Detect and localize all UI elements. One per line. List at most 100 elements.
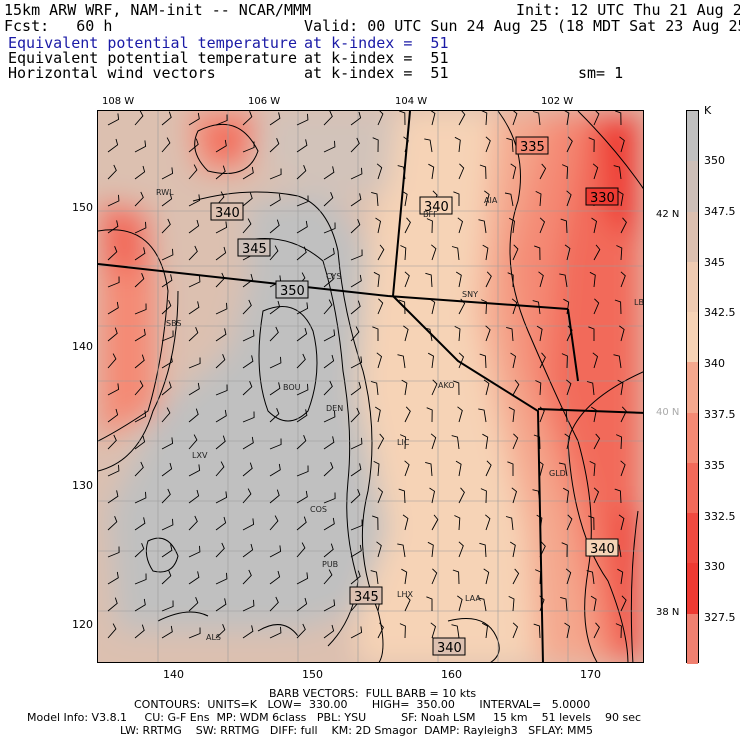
wind-barb [242,518,255,531]
wind-barb [533,623,541,639]
contour-label: 340 [432,637,466,656]
colorbar-segment [687,513,698,564]
wind-barb [296,490,308,504]
wind-barb [511,298,518,315]
wind-barb [564,622,571,639]
wind-barb [269,570,281,585]
wind-barb [350,626,363,639]
wind-barb [397,354,406,369]
wind-barb [457,217,464,234]
field3-level: at k-index = 51 [304,64,449,82]
wind-barb [161,488,171,504]
wind-barb [377,487,384,504]
wind-barb [269,489,280,504]
wind-barb [558,462,568,477]
wind-barb [323,192,334,207]
wind-barb [426,407,433,423]
wind-barb [215,221,228,234]
station-aia: AIA [484,196,498,205]
station-den: DEN [326,404,343,413]
station-sbs: SBS [166,319,182,328]
wind-barb [215,542,225,558]
wind-barb [481,299,488,315]
wind-barb [539,541,546,558]
wind-barb [350,193,362,207]
wind-barb [296,139,308,153]
wind-barb [323,299,333,315]
station-cys: CYS [326,272,341,281]
field2-name: Equivalent potential temperature [8,49,297,67]
wind-barb [482,433,489,450]
wind-barb [242,569,252,585]
wind-barb [538,271,544,288]
wind-barb [323,436,335,450]
wind-barb [269,300,281,315]
wind-barb [134,380,144,396]
wind-barb [590,406,597,423]
wind-barb [536,325,543,342]
wind-barb [566,190,572,207]
wind-barb [215,272,225,288]
colorbar [686,110,699,665]
wind-barb [483,379,490,396]
wind-barb [323,462,334,477]
wind-barb [431,379,438,396]
svg-text:340: 340 [215,206,240,221]
station-pub: PUB [322,560,338,569]
station-lxv: LXV [192,451,208,460]
wind-barb [431,514,439,531]
wind-barb [215,572,228,585]
model-info: Model Info: V3.8.1 CU: G-F Ens MP: WDM 6… [27,711,642,724]
wind-barb [376,352,383,369]
wind-barb [457,406,463,423]
field1-level: at k-index = 51 [304,34,449,52]
wind-barb [107,301,119,315]
wind-barb [269,138,280,153]
wind-barb [188,382,200,396]
wind-barb [350,326,360,342]
wind-barb [458,163,465,180]
wind-barb [161,192,173,207]
wind-barb [134,435,146,450]
wind-barb [483,568,490,585]
wind-barb [296,113,309,126]
wind-barb [188,194,201,207]
wind-barb [377,244,385,261]
wind-barb [593,487,600,504]
wind-barb [161,137,171,153]
wind-barb [566,514,573,531]
wind-barb [215,516,227,531]
contour-label: 330 [585,187,619,206]
field1-name: Equivalent potential temperature [8,34,297,52]
wind-barb [269,438,282,450]
wind-barb [593,298,600,315]
grid-x-tick: 160 [441,668,462,681]
wind-barb [429,487,436,504]
wind-barb [350,137,360,153]
wind-barb [323,624,335,639]
wind-barb [566,379,572,396]
shaded-field [98,111,643,662]
wind-barb [372,515,379,531]
wind-barb [560,407,568,423]
svg-text:345: 345 [354,590,379,605]
wind-barb [161,167,174,180]
wind-barb [350,544,362,558]
wind-barb [161,218,171,234]
wind-barb [377,298,384,315]
wind-barb [560,218,568,234]
colorbar-segment [687,613,698,665]
wind-barb [613,165,622,180]
wind-barb [161,600,174,612]
wind-barb [485,460,492,477]
colorbar-segment [687,312,698,363]
wind-barb [296,597,308,612]
wind-barb [377,433,385,450]
wind-barb [400,245,407,261]
wind-barb [428,163,435,180]
wind-barb [477,597,487,612]
wind-barb [398,488,406,504]
wind-barb [539,217,546,234]
wind-barb [507,461,514,476]
wind-barb [269,168,282,180]
